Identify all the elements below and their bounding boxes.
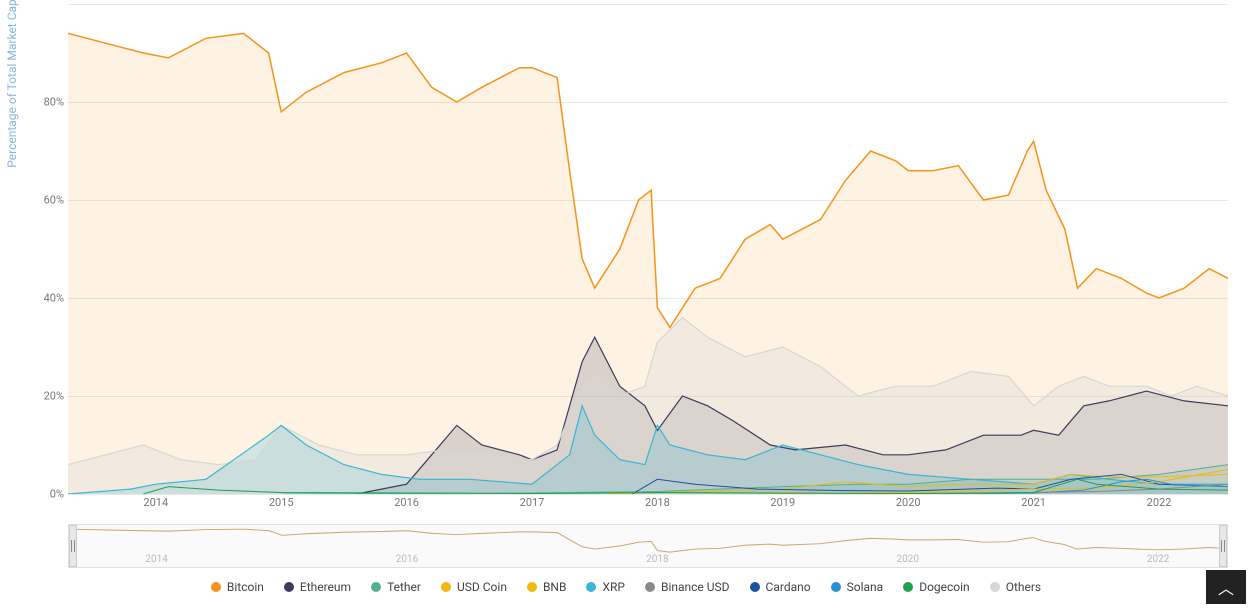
navigator-tick-label: 2016 bbox=[396, 554, 418, 565]
legend-label: Binance USD bbox=[661, 580, 730, 594]
legend-dot-icon bbox=[586, 582, 596, 592]
x-tick-label: 2020 bbox=[896, 496, 921, 509]
legend-dot-icon bbox=[211, 582, 221, 592]
legend-item-xrp[interactable]: XRP bbox=[586, 580, 625, 594]
x-tick-label: 2021 bbox=[1021, 496, 1046, 509]
legend-item-ethereum[interactable]: Ethereum bbox=[284, 580, 351, 594]
legend-dot-icon bbox=[990, 582, 1000, 592]
legend-dot-icon bbox=[371, 582, 381, 592]
y-axis: 0%20%40%60%80% bbox=[40, 4, 68, 494]
x-tick-label: 2022 bbox=[1147, 496, 1172, 509]
navigator-tick-label: 2020 bbox=[897, 554, 919, 565]
legend-label: Cardano bbox=[766, 580, 811, 594]
navigator-tick-label: 2018 bbox=[646, 554, 668, 565]
legend-label: Solana bbox=[847, 580, 884, 594]
legend-item-cardano[interactable]: Cardano bbox=[750, 580, 811, 594]
range-navigator[interactable]: 2014 2016 2018 2020 2022 bbox=[68, 524, 1228, 568]
legend-item-bnb[interactable]: BNB bbox=[527, 580, 567, 594]
legend-dot-icon bbox=[645, 582, 655, 592]
legend-item-solana[interactable]: Solana bbox=[831, 580, 884, 594]
scroll-to-top-button[interactable]: ︿ bbox=[1206, 570, 1246, 604]
navigator-series-line bbox=[69, 529, 1227, 552]
legend-dot-icon bbox=[441, 582, 451, 592]
navigator-tick-label: 2022 bbox=[1147, 554, 1169, 565]
legend-dot-icon bbox=[527, 582, 537, 592]
legend-dot-icon bbox=[903, 582, 913, 592]
legend-dot-icon bbox=[284, 582, 294, 592]
navigator-handle-left[interactable] bbox=[69, 525, 77, 567]
x-tick-label: 2017 bbox=[520, 496, 545, 509]
legend-item-others[interactable]: Others bbox=[990, 580, 1041, 594]
x-tick-label: 2016 bbox=[394, 496, 419, 509]
chart-legend: Bitcoin Ethereum Tether USD Coin BNB XRP Binan… bbox=[0, 580, 1252, 595]
legend-label: Others bbox=[1006, 580, 1041, 594]
y-tick-label: 40% bbox=[44, 292, 64, 305]
legend-dot-icon bbox=[750, 582, 760, 592]
plot-area[interactable] bbox=[68, 4, 1228, 494]
x-tick-label: 2019 bbox=[770, 496, 795, 509]
chevron-up-icon: ︿ bbox=[1218, 575, 1234, 599]
legend-item-tether[interactable]: Tether bbox=[371, 580, 421, 594]
legend-item-binance-usd[interactable]: Binance USD bbox=[645, 580, 730, 594]
y-axis-label: Percentage of Total Market Cap bbox=[5, 0, 19, 168]
legend-item-bitcoin[interactable]: Bitcoin bbox=[211, 580, 264, 594]
legend-label: USD Coin bbox=[457, 580, 507, 594]
x-tick-label: 2018 bbox=[645, 496, 670, 509]
legend-item-dogecoin[interactable]: Dogecoin bbox=[903, 580, 970, 594]
y-tick-label: 80% bbox=[44, 96, 64, 109]
legend-dot-icon bbox=[831, 582, 841, 592]
x-tick-label: 2015 bbox=[269, 496, 294, 509]
legend-item-usd-coin[interactable]: USD Coin bbox=[441, 580, 507, 594]
chart-svg bbox=[68, 4, 1228, 494]
navigator-tick-label: 2014 bbox=[145, 554, 167, 565]
y-tick-label: 20% bbox=[44, 390, 64, 403]
legend-label: XRP bbox=[602, 580, 625, 594]
legend-label: BNB bbox=[543, 580, 567, 594]
navigator-handle-right[interactable] bbox=[1219, 525, 1227, 567]
y-tick-label: 0% bbox=[50, 488, 64, 501]
y-tick-label: 60% bbox=[44, 194, 64, 207]
legend-label: Dogecoin bbox=[919, 580, 970, 594]
market-cap-chart: Percentage of Total Market Cap 0% 20% 40% 6… bbox=[0, 0, 1252, 610]
x-axis: 2014 2015 2016 2017 2018 2019 2020 2021 2022 bbox=[68, 496, 1228, 512]
legend-label: Bitcoin bbox=[227, 580, 264, 594]
gridline bbox=[68, 494, 1228, 495]
legend-label: Ethereum bbox=[300, 580, 351, 594]
legend-label: Tether bbox=[387, 580, 421, 594]
x-tick-label: 2014 bbox=[143, 496, 168, 509]
